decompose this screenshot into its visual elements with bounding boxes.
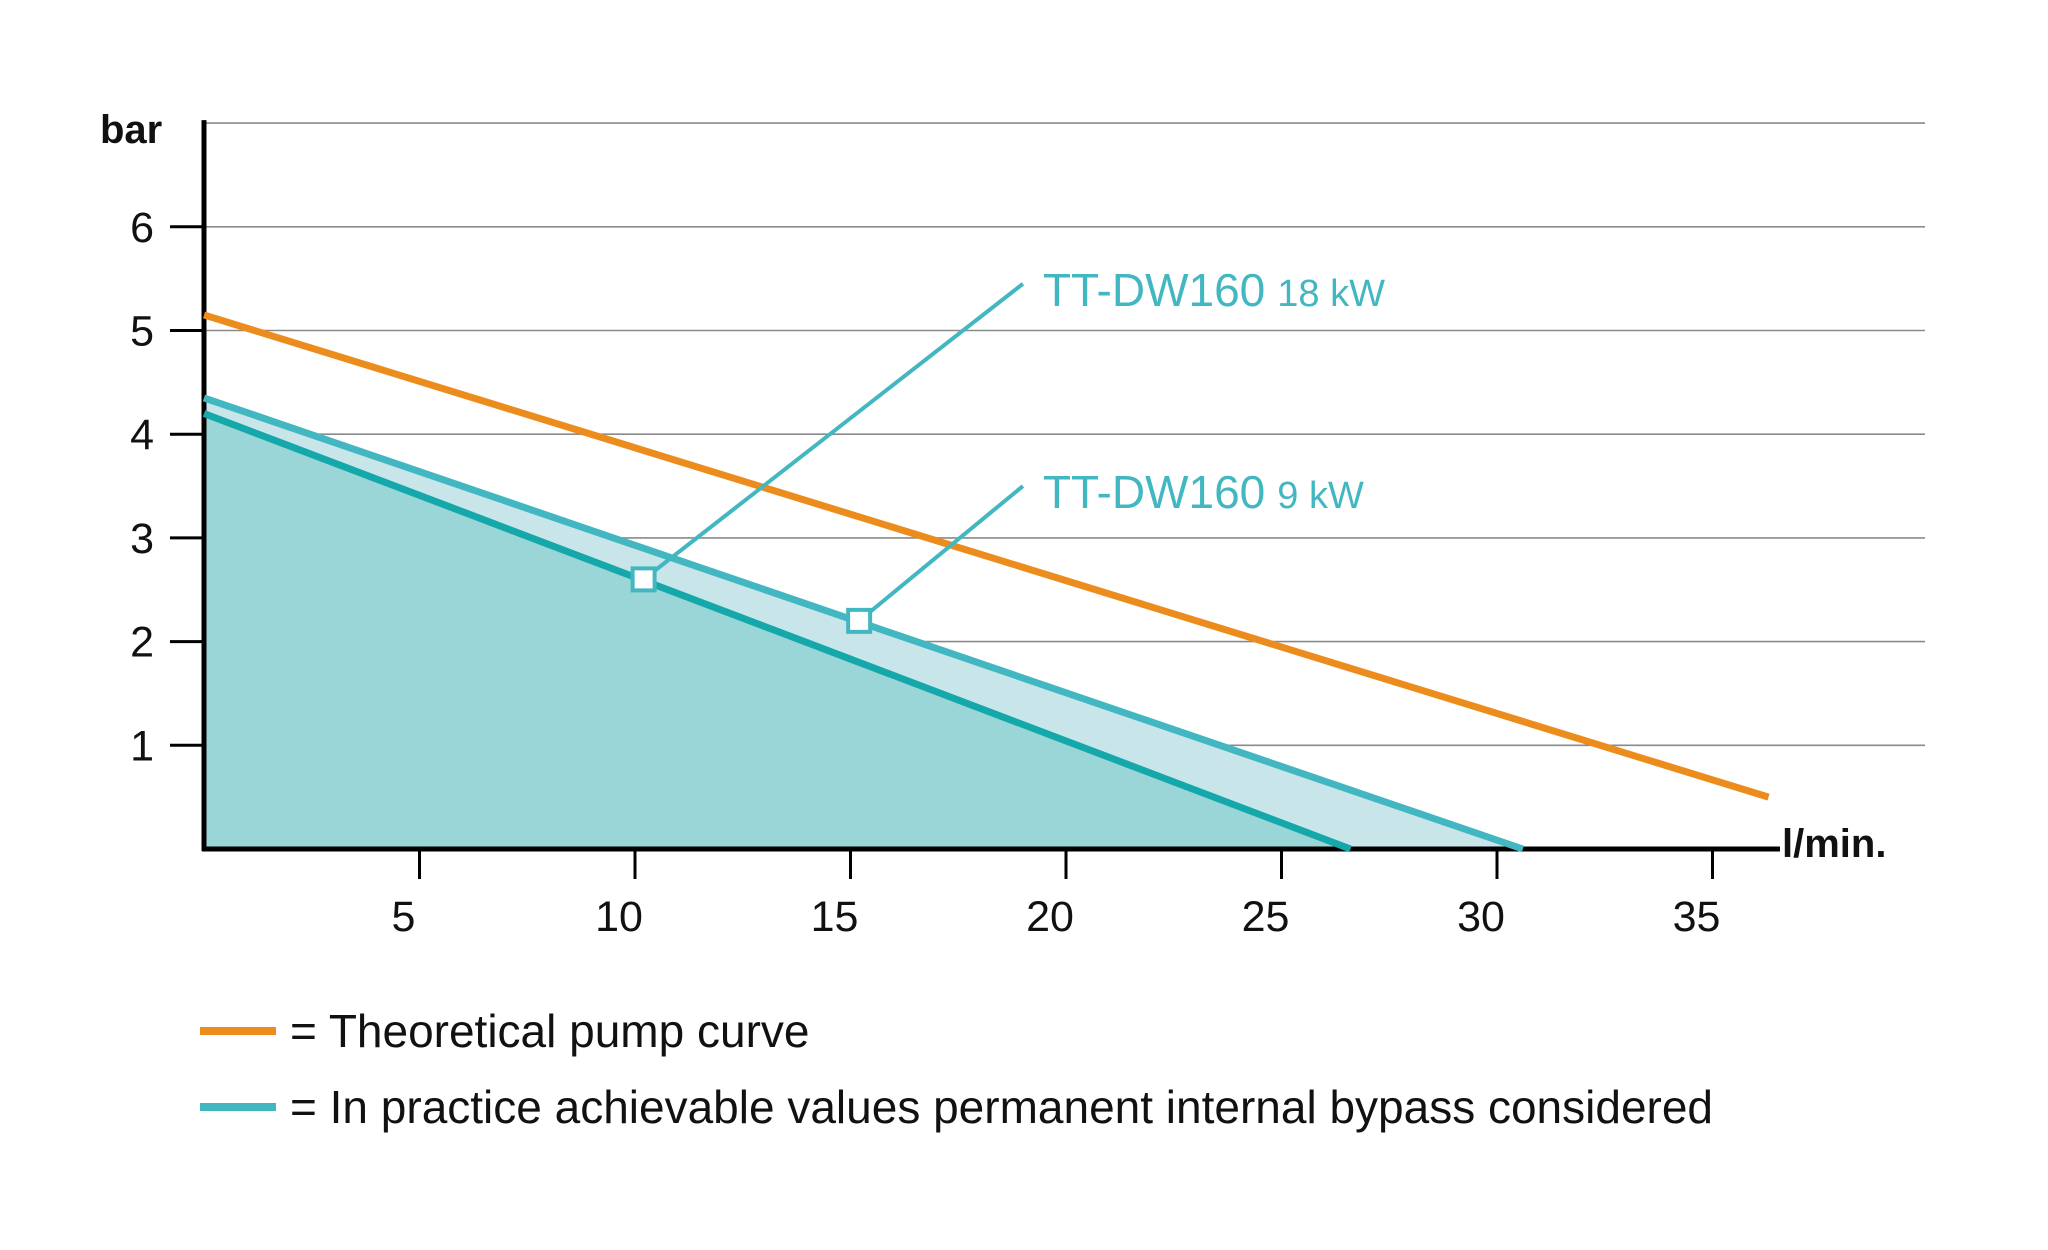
annotation-label-18kw: TT-DW160 18 kW — [1043, 264, 1385, 316]
leader-line-9kw — [857, 484, 1025, 623]
annotation-label-9kw: TT-DW160 9 kW — [1043, 466, 1364, 518]
legend-swatch-theoretical — [200, 1027, 276, 1035]
x-tick-label-5: 5 — [392, 893, 416, 941]
legend-item-theoretical: = Theoretical pump curve — [200, 1004, 809, 1058]
annotation-model-18kw: TT-DW160 — [1043, 264, 1265, 316]
x-tick-label-35: 35 — [1673, 893, 1721, 941]
y-tick-label-4: 4 — [130, 411, 154, 459]
y-tick-label-6: 6 — [130, 204, 154, 252]
x-tick-label-20: 20 — [1026, 893, 1074, 941]
y-axis-label: bar — [100, 108, 162, 152]
legend-text-theoretical: = Theoretical pump curve — [290, 1005, 810, 1057]
y-tick-label-1: 1 — [130, 722, 154, 770]
marker-practice_18kw — [630, 566, 657, 593]
y-tick-label-3: 3 — [130, 515, 154, 563]
x-tick-label-10: 10 — [595, 893, 643, 941]
marker-practice_9kw — [846, 607, 873, 634]
annotation-power-18kw: 18 kW — [1277, 273, 1385, 315]
series-line-practice_9kw — [202, 410, 1352, 853]
series-line-theoretical — [202, 311, 1770, 801]
x-tick-label-15: 15 — [811, 893, 859, 941]
x-tick-label-30: 30 — [1457, 893, 1505, 941]
x-tick-label-25: 25 — [1242, 893, 1290, 941]
legend-item-practice: = In practice achievable values permanen… — [200, 1080, 1713, 1134]
annotations: TT-DW160 18 kW TT-DW160 9 kW — [630, 264, 1385, 634]
x-axis-label: l/min. — [1782, 822, 1886, 866]
annotation-power-9kw: 9 kW — [1277, 475, 1364, 517]
legend-swatch-practice — [200, 1103, 276, 1111]
legend-text-practice: = In practice achievable values permanen… — [290, 1081, 1714, 1133]
y-tick-label-2: 2 — [130, 619, 154, 667]
annotation-model-9kw: TT-DW160 — [1043, 466, 1265, 518]
leader-line-18kw — [642, 282, 1025, 581]
tick-labels: 5 10 15 20 25 30 35 1 2 3 4 5 6 — [130, 204, 1720, 941]
y-tick-label-5: 5 — [130, 308, 154, 356]
